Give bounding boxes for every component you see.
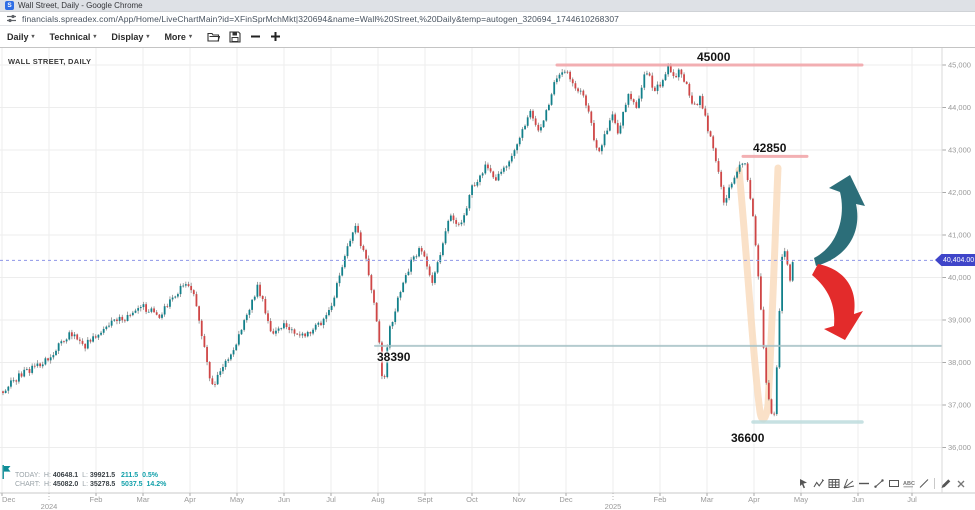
menu-technical[interactable]: Technical ▾ [49,31,97,42]
trend-segment-tool-icon[interactable] [872,477,885,490]
menu-timeframe[interactable]: Daily ▾ [7,31,35,42]
level-label-42850[interactable]: 42850 [753,141,787,155]
svg-text:45,000: 45,000 [948,61,971,70]
chevron-down-icon: ▾ [31,34,35,40]
svg-text:44,000: 44,000 [948,103,971,112]
current-price-badge: 40,404.00 [935,254,975,266]
svg-text:37,000: 37,000 [948,401,971,410]
svg-text:36,000: 36,000 [948,443,971,452]
spreadex-favicon: S [5,1,14,10]
svg-text:40,000: 40,000 [948,273,971,282]
zoom-in-icon[interactable] [270,31,281,42]
rectangle-tool-icon[interactable] [887,477,900,490]
zoom-out-icon[interactable] [250,31,261,42]
svg-text:ABC: ABC [903,481,915,487]
session-stats: TODAY: H: 40648.1 L: 39921.5 211.5 0.5% … [15,471,166,489]
chart-title: WALL STREET, DAILY [8,57,92,66]
grid-tool-icon[interactable] [827,477,840,490]
svg-text:Jun: Jun [278,495,290,504]
svg-text:May: May [794,495,808,504]
svg-text:Aug: Aug [371,495,384,504]
svg-text:Sept: Sept [417,495,433,504]
svg-text:Mar: Mar [137,495,150,504]
svg-text:Dec: Dec [2,495,16,504]
pointer-tool-icon[interactable] [797,477,810,490]
chevron-down-icon: ▾ [146,34,150,40]
save-icon[interactable] [229,30,241,43]
svg-text:Jul: Jul [326,495,336,504]
svg-text:2024: 2024 [41,502,58,510]
browser-titlebar: S Wall Street, Daily - Google Chrome [0,0,975,12]
address-bar[interactable]: financials.spreadex.com/App/Home/LiveCha… [0,12,975,26]
svg-text:Jun: Jun [852,495,864,504]
today-change-pct: 0.5% [142,472,159,479]
open-folder-icon[interactable] [207,31,220,42]
menu-more[interactable]: More ▾ [164,31,192,42]
svg-text:Dec: Dec [559,495,573,504]
close-toolbar-icon[interactable] [954,477,967,490]
toolbar-divider [934,478,935,489]
svg-text:41,000: 41,000 [948,231,971,240]
omnibox-tune-icon[interactable] [6,13,17,24]
menu-display[interactable]: Display ▾ [111,31,150,42]
svg-text:Oct: Oct [466,495,479,504]
text-tool-icon[interactable]: ABC [902,477,915,490]
tab-title: Wall Street, Daily - Google Chrome [18,1,143,10]
level-label-38390[interactable]: 38390 [377,350,411,364]
svg-text:Apr: Apr [184,495,196,504]
chevron-down-icon: ▾ [93,34,97,40]
svg-text:2025: 2025 [605,502,622,510]
svg-text:May: May [230,495,244,504]
svg-text:Jul: Jul [907,495,917,504]
chart-high: 45082.0 [53,481,79,488]
level-label-36600[interactable]: 36600 [731,431,765,445]
svg-text:42,000: 42,000 [948,188,971,197]
chart-toolbar: Daily ▾ Technical ▾ Display ▾ More ▾ [0,26,975,48]
zigzag-tool-icon[interactable] [812,477,825,490]
svg-text:Apr: Apr [748,495,760,504]
drawing-toolbar: ABC [797,477,967,490]
svg-text:Feb: Feb [654,495,667,504]
pencil-tool-icon[interactable] [939,477,952,490]
svg-text:38,000: 38,000 [948,358,971,367]
url-text[interactable]: financials.spreadex.com/App/Home/LiveCha… [22,13,619,24]
today-low: 39921.5 [89,472,116,479]
chevron-down-icon: ▾ [188,34,192,40]
chart-flag-icon [2,465,11,485]
gann-fan-tool-icon[interactable] [842,477,855,490]
chart-change: 5037.5 [121,481,143,488]
level-label-45000[interactable]: 45000 [697,50,731,64]
today-stats-row: TODAY: H: 40648.1 L: 39921.5 211.5 0.5% [15,472,159,479]
diagonal-line-tool-icon[interactable] [917,477,930,490]
svg-text:Nov: Nov [512,495,526,504]
svg-text:43,000: 43,000 [948,146,971,155]
svg-text:Mar: Mar [701,495,714,504]
chart-stats-row: CHART: H: 45082.0 L: 35278.5 5037.5 14.2… [15,481,167,488]
svg-text:39,000: 39,000 [948,316,971,325]
horizontal-line-tool-icon[interactable] [857,477,870,490]
chart-change-pct: 14.2% [146,481,167,488]
today-high: 40648.1 [52,472,79,479]
svg-text:Feb: Feb [90,495,103,504]
today-change: 211.5 [121,472,139,479]
chart-low: 35278.5 [90,481,116,488]
